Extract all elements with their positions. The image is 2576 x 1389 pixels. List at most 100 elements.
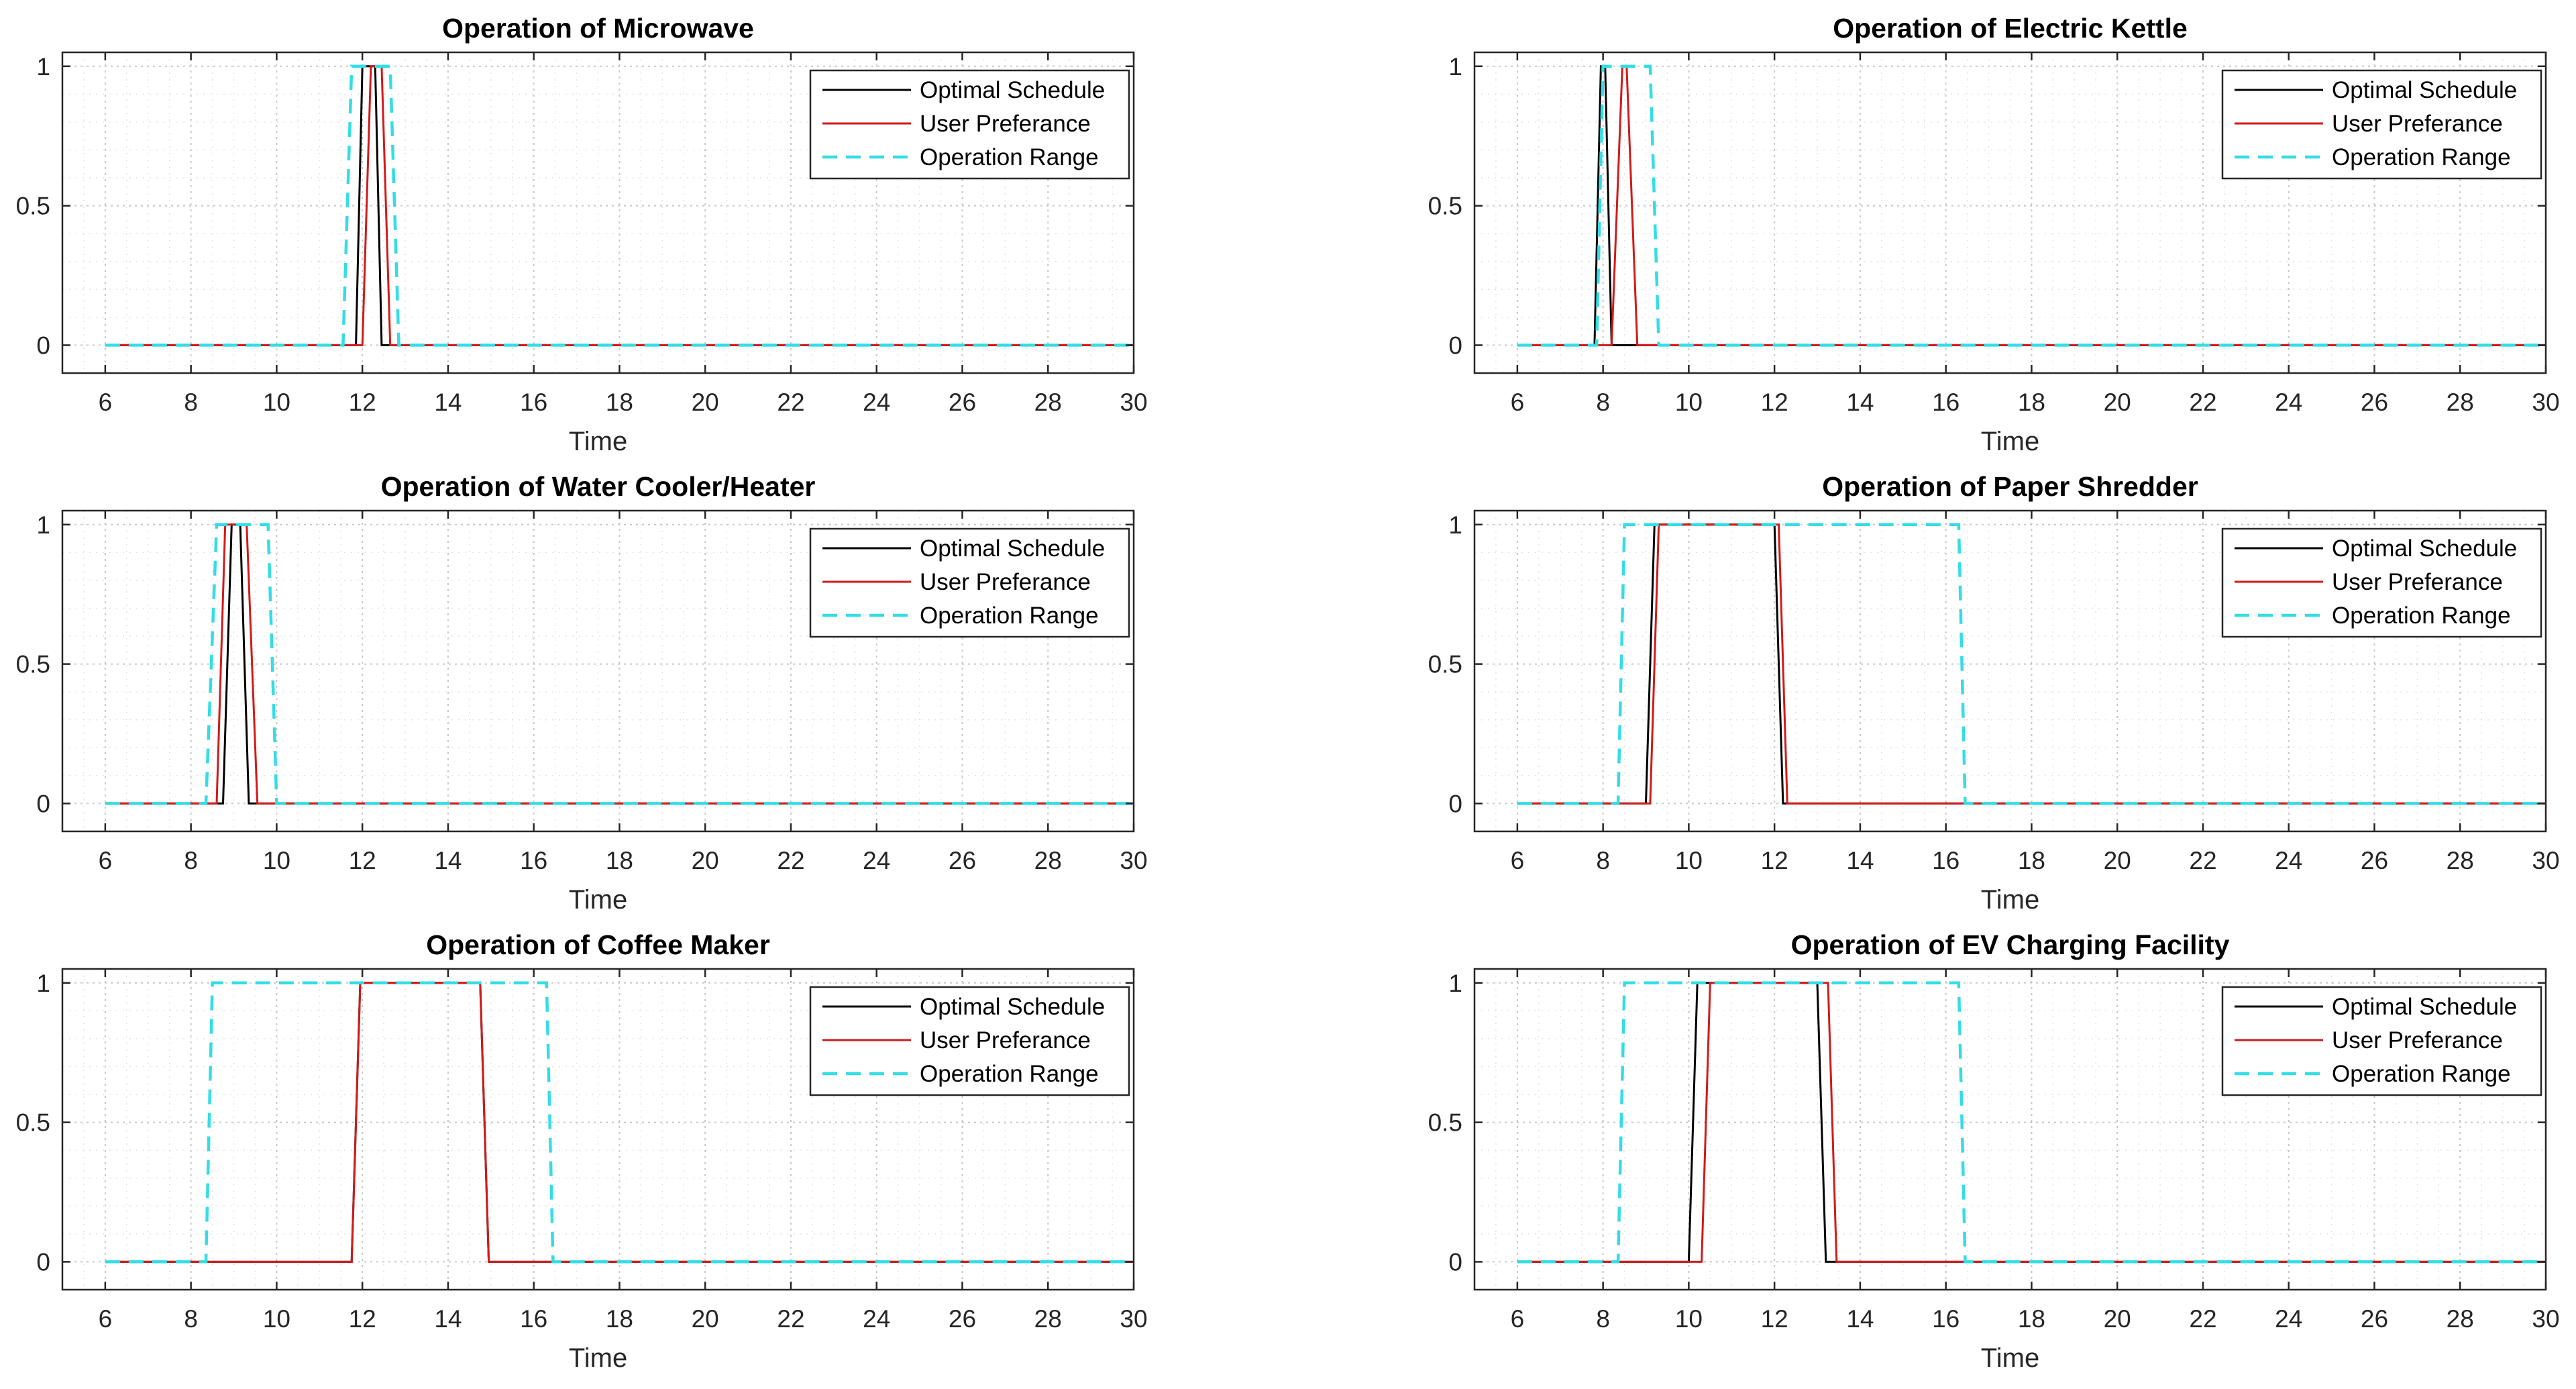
y-tick-label: 1 <box>36 511 50 539</box>
legend-box <box>2221 69 2542 180</box>
legend-label: Operation Range <box>2332 144 2511 170</box>
series-line-range <box>1517 981 2546 1264</box>
x-tick-label: 6 <box>99 1305 113 1333</box>
axes-frame <box>1473 968 2547 1291</box>
legend: Optimal Schedule User Preferance Operation… <box>809 527 1130 638</box>
x-tick-label: 26 <box>949 1305 976 1333</box>
x-tick-label: 26 <box>2361 1305 2388 1333</box>
x-tick-label: 18 <box>2018 1305 2045 1333</box>
x-tick-label: 6 <box>1511 389 1525 416</box>
x-tick-label: 20 <box>2104 389 2131 416</box>
legend-label: User Preferance <box>920 569 1091 595</box>
x-tick-label: 30 <box>1120 389 1147 416</box>
y-tick-label: 0.5 <box>1428 1109 1462 1137</box>
x-tick-label: 12 <box>349 847 376 874</box>
subplot-4: 6 8 10 12 14 16 18 20 22 24 26 28 30 0 0.5 1 Operation o… <box>1428 471 2560 915</box>
subplot-6: 6 8 10 12 14 16 18 20 22 24 26 28 30 0 0.5 1 Operation o… <box>1428 929 2560 1373</box>
legend-label: Optimal Schedule <box>2332 77 2517 103</box>
x-tick-label: 12 <box>1761 1305 1788 1333</box>
x-axis-label: Time <box>569 1343 627 1373</box>
legend-label: Optimal Schedule <box>2332 994 2517 1020</box>
x-tick-label: 22 <box>2189 847 2216 874</box>
x-tick-label: 20 <box>692 389 719 416</box>
y-tick-label: 0 <box>1448 790 1462 817</box>
legend-label: Optimal Schedule <box>920 994 1105 1020</box>
x-tick-label: 30 <box>1120 1305 1147 1333</box>
x-tick-label: 18 <box>606 1305 633 1333</box>
x-tick-label: 22 <box>777 389 804 416</box>
x-tick-label: 22 <box>777 847 804 874</box>
x-tick-label: 30 <box>1120 847 1147 874</box>
axes-frame <box>61 509 1135 833</box>
x-tick-label: 14 <box>434 847 462 874</box>
subplot-1: 6 8 10 12 14 16 18 20 22 24 26 28 30 0 0.5 1 Operation o… <box>16 13 1148 456</box>
x-tick-label: 16 <box>520 1305 547 1333</box>
legend-label: Operation Range <box>920 1061 1099 1087</box>
x-tick-label: 14 <box>1846 1305 1874 1333</box>
y-tick-label: 1 <box>36 53 50 81</box>
x-tick-label: 12 <box>1761 389 1788 416</box>
legend-label: Operation Range <box>920 144 1099 170</box>
x-tick-label: 28 <box>2447 389 2474 416</box>
legend: Optimal Schedule User Preferance Operation… <box>809 69 1130 180</box>
x-tick-label: 28 <box>2447 1305 2474 1333</box>
axes-frame <box>1473 509 2547 833</box>
y-tick-label: 0.5 <box>16 1109 50 1137</box>
subplot-title: Operation of Electric Kettle <box>1833 13 2188 44</box>
series-line-user <box>105 523 1134 805</box>
x-tick-label: 16 <box>520 847 547 874</box>
x-tick-label: 8 <box>1596 847 1610 874</box>
series-line-range <box>105 981 1134 1264</box>
x-tick-label: 20 <box>2104 847 2131 874</box>
x-tick-label: 8 <box>1596 389 1610 416</box>
legend: Optimal Schedule User Preferance Operation… <box>2221 527 2542 638</box>
x-tick-label: 16 <box>1932 1305 1960 1333</box>
x-tick-label: 24 <box>2275 1305 2302 1333</box>
x-tick-label: 12 <box>349 1305 376 1333</box>
legend: Optimal Schedule User Preferance Operation… <box>809 986 1130 1096</box>
x-tick-label: 12 <box>349 389 376 416</box>
y-tick-label: 0 <box>36 790 50 817</box>
legend: Optimal Schedule User Preferance Operation… <box>2221 69 2542 180</box>
x-tick-label: 28 <box>1034 847 1062 874</box>
y-tick-label: 1 <box>1448 53 1462 81</box>
y-tick-label: 0 <box>1448 1248 1462 1276</box>
y-tick-label: 0.5 <box>16 193 50 220</box>
legend-label: User Preferance <box>920 111 1091 137</box>
legend-label: Operation Range <box>920 603 1099 629</box>
x-tick-label: 16 <box>520 389 547 416</box>
x-tick-label: 10 <box>263 847 290 874</box>
subplot-title: Operation of Microwave <box>442 13 754 44</box>
x-tick-label: 10 <box>1675 847 1703 874</box>
legend-label: User Preferance <box>2332 111 2503 137</box>
x-tick-label: 30 <box>2532 847 2559 874</box>
x-tick-label: 10 <box>1675 1305 1703 1333</box>
x-tick-label: 24 <box>2275 847 2302 874</box>
axes-frame <box>61 51 1135 374</box>
subplot-5: 6 8 10 12 14 16 18 20 22 24 26 28 30 0 0.5 1 Operation o… <box>16 929 1148 1373</box>
x-axis-label: Time <box>1981 1343 2039 1373</box>
x-tick-label: 20 <box>2104 1305 2131 1333</box>
subplot-title: Operation of Water Cooler/Heater <box>381 471 816 502</box>
axes-frame <box>61 968 1135 1291</box>
x-tick-label: 22 <box>2189 1305 2216 1333</box>
x-tick-label: 18 <box>2018 389 2045 416</box>
legend-label: Optimal Schedule <box>2332 535 2517 562</box>
x-tick-label: 20 <box>692 847 719 874</box>
x-tick-label: 8 <box>184 389 198 416</box>
legend-label: User Preferance <box>2332 569 2503 595</box>
x-tick-label: 16 <box>1932 847 1960 874</box>
axes-frame <box>1473 51 2547 374</box>
x-tick-label: 24 <box>863 389 890 416</box>
x-tick-label: 28 <box>2447 847 2474 874</box>
legend-label: User Preferance <box>2332 1027 2503 1053</box>
x-tick-label: 18 <box>606 389 633 416</box>
x-tick-label: 16 <box>1932 389 1960 416</box>
series-line-user <box>1517 982 2546 1263</box>
x-tick-label: 14 <box>434 389 462 416</box>
x-tick-label: 6 <box>99 389 113 416</box>
subplot-3: 6 8 10 12 14 16 18 20 22 24 26 28 30 0 0.5 1 Operation o… <box>16 471 1148 915</box>
y-tick-label: 0.5 <box>1428 651 1462 678</box>
y-tick-label: 0 <box>36 1248 50 1276</box>
y-tick-label: 0 <box>1448 331 1462 359</box>
